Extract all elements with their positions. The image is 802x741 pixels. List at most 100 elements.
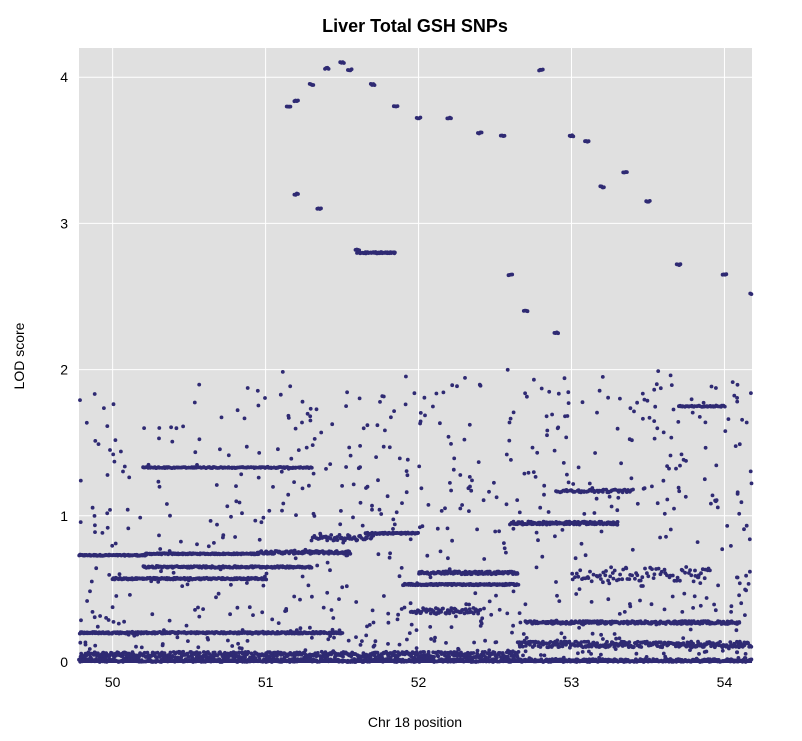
data-point (616, 577, 621, 582)
data-point (126, 632, 131, 637)
data-point (571, 134, 576, 139)
data-point (309, 538, 314, 543)
data-point (300, 486, 305, 491)
data-point (703, 420, 708, 425)
data-point (371, 620, 376, 625)
data-point (212, 541, 216, 545)
data-point (441, 606, 445, 611)
data-point (87, 647, 92, 651)
data-point (735, 399, 740, 404)
data-point (677, 489, 682, 494)
data-point (554, 618, 559, 623)
data-point (193, 450, 198, 455)
data-point (394, 510, 399, 515)
data-point (559, 631, 564, 636)
data-point (107, 573, 112, 577)
data-point (235, 605, 240, 610)
data-point (289, 456, 294, 461)
data-point (570, 577, 575, 582)
data-point (84, 420, 89, 425)
data-point (228, 612, 233, 617)
data-point (351, 482, 356, 487)
data-point (487, 648, 492, 653)
data-point (542, 483, 547, 488)
data-point (338, 522, 343, 527)
data-point (747, 537, 752, 542)
data-point (429, 637, 433, 641)
data-point (511, 623, 515, 628)
data-point (132, 633, 137, 638)
data-point (174, 657, 179, 661)
data-point (165, 502, 169, 506)
data-point (428, 611, 433, 616)
data-point (672, 506, 676, 511)
data-point (493, 640, 498, 645)
data-point (229, 651, 233, 655)
data-point (702, 650, 707, 654)
data-point (599, 529, 604, 534)
data-point (683, 570, 687, 575)
data-point (536, 538, 540, 543)
data-point (566, 401, 571, 405)
data-point (85, 599, 89, 603)
data-point (467, 602, 471, 607)
data-point (267, 508, 272, 513)
data-point (591, 572, 596, 577)
data-point (505, 367, 510, 372)
x-tick-label: 52 (411, 674, 427, 690)
data-point (432, 639, 437, 643)
data-point (197, 614, 202, 619)
data-point (516, 582, 521, 587)
data-point (456, 646, 460, 651)
data-point (743, 613, 747, 617)
data-point (371, 533, 376, 538)
data-point (127, 593, 132, 597)
x-axis-label: Chr 18 position (368, 714, 462, 730)
data-point (624, 566, 629, 571)
data-point (691, 606, 695, 610)
data-point (487, 489, 491, 494)
data-point (523, 602, 528, 607)
data-point (522, 638, 527, 643)
data-point (740, 417, 744, 422)
data-point (589, 579, 594, 584)
data-point (330, 627, 335, 632)
data-point (607, 581, 612, 586)
data-point (122, 619, 126, 624)
y-tick-label: 0 (60, 654, 68, 670)
data-point (326, 67, 331, 71)
data-point (680, 568, 685, 573)
data-point (412, 391, 417, 396)
data-point (175, 635, 180, 640)
data-point (195, 463, 199, 467)
data-point (746, 582, 751, 586)
data-point (576, 651, 580, 656)
data-point (593, 451, 597, 455)
data-point (162, 628, 166, 632)
data-point (511, 526, 516, 531)
data-point (337, 628, 342, 633)
data-point (185, 582, 190, 587)
data-point (449, 625, 454, 629)
data-point (504, 452, 509, 457)
data-point (659, 569, 664, 574)
data-point (630, 438, 634, 443)
data-point (117, 572, 122, 577)
data-point (628, 604, 633, 609)
data-point (241, 657, 246, 662)
data-point (428, 575, 433, 580)
data-point (656, 566, 661, 571)
data-point (601, 487, 606, 492)
data-point (749, 481, 754, 486)
data-point (538, 645, 543, 649)
data-point (244, 444, 249, 449)
data-point (545, 428, 550, 433)
data-point (518, 620, 523, 625)
data-point (510, 272, 515, 277)
data-point (467, 422, 472, 427)
data-point (725, 524, 730, 528)
data-point (615, 520, 620, 524)
data-point (662, 607, 667, 612)
data-point (344, 584, 349, 589)
data-point (303, 547, 308, 552)
